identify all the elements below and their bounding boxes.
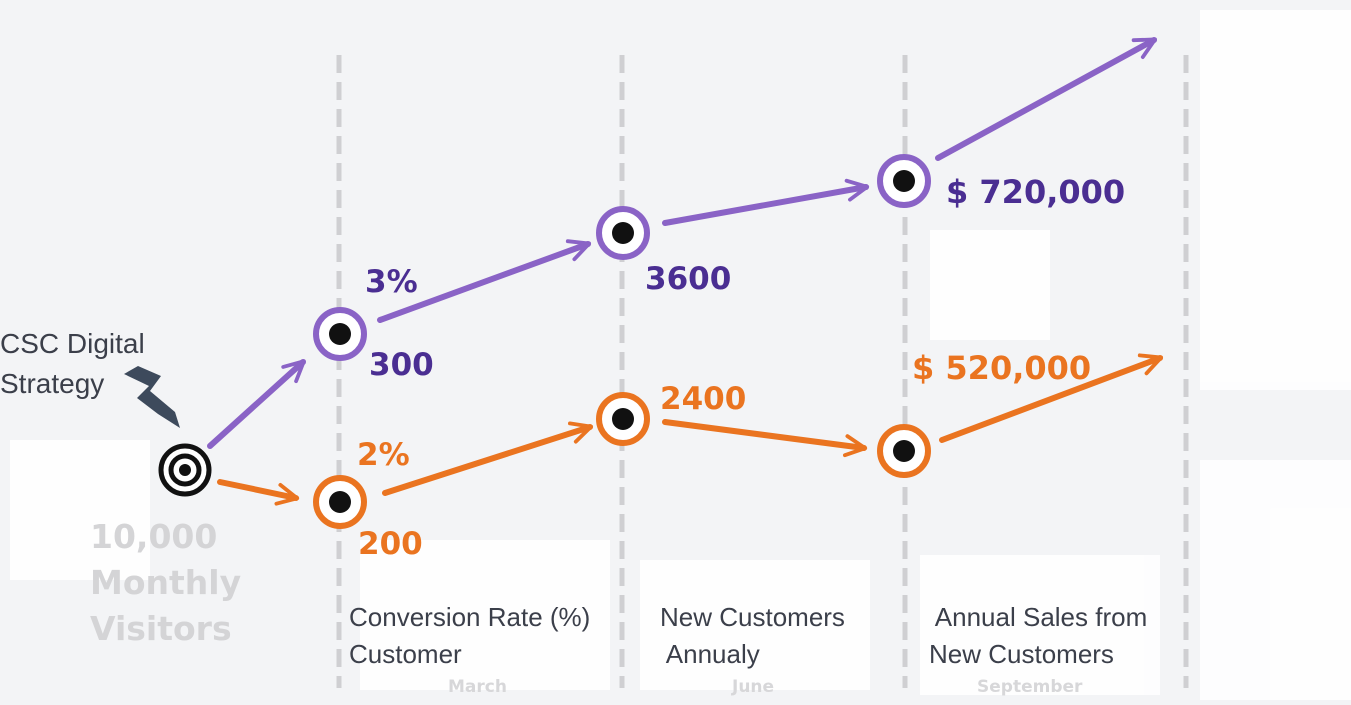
origin-node xyxy=(158,443,212,497)
purple-rate-label: 3% xyxy=(365,264,418,300)
timeline-guides xyxy=(336,55,1189,688)
orange-path-arrows xyxy=(217,353,1164,506)
orange-sales-label: $ 520,000 xyxy=(912,349,1092,387)
orange-rate-label: 2% xyxy=(357,437,410,473)
orange-node-march xyxy=(313,475,367,529)
stage-label-new-customers: New Customers Annualy xyxy=(660,602,845,669)
purple-node-june xyxy=(596,206,650,260)
visitors-label: 10,000 Monthly Visitors xyxy=(90,517,242,648)
purple-node-march xyxy=(313,307,367,361)
month-june: June xyxy=(732,677,775,697)
purple-path-nodes xyxy=(313,154,931,361)
purple-arrow-1 xyxy=(207,359,306,449)
month-march: March xyxy=(448,677,507,697)
orange-node-september xyxy=(877,424,931,478)
source-label: CSC Digital Strategy xyxy=(0,328,145,399)
orange-arrow-4 xyxy=(939,353,1164,443)
stage-label-conversion: Conversion Rate (%) Customer xyxy=(349,602,591,669)
orange-arrow-3 xyxy=(662,419,868,458)
purple-path-arrows xyxy=(207,37,1157,449)
orange-new-customers-label: 2400 xyxy=(660,381,747,417)
purple-arrow-4 xyxy=(935,37,1157,161)
orange-node-june xyxy=(596,392,650,446)
background-patches xyxy=(10,10,1351,700)
purple-new-customers-label: 3600 xyxy=(645,261,732,297)
stage-label-annual-sales: Annual Sales from New Customers xyxy=(929,602,1148,669)
orange-arrow-1 xyxy=(217,479,300,506)
orange-customers-label: 200 xyxy=(358,526,423,562)
purple-arrow-3 xyxy=(662,178,870,226)
purple-node-september xyxy=(877,154,931,208)
purple-sales-label: $ 720,000 xyxy=(946,173,1126,211)
purple-customers-label: 300 xyxy=(369,347,434,383)
orange-path-nodes xyxy=(313,392,931,529)
orange-arrow-2 xyxy=(382,421,594,496)
purple-arrow-2 xyxy=(377,239,592,323)
lightning-bolt-icon xyxy=(124,366,180,428)
month-september: September xyxy=(977,677,1083,697)
